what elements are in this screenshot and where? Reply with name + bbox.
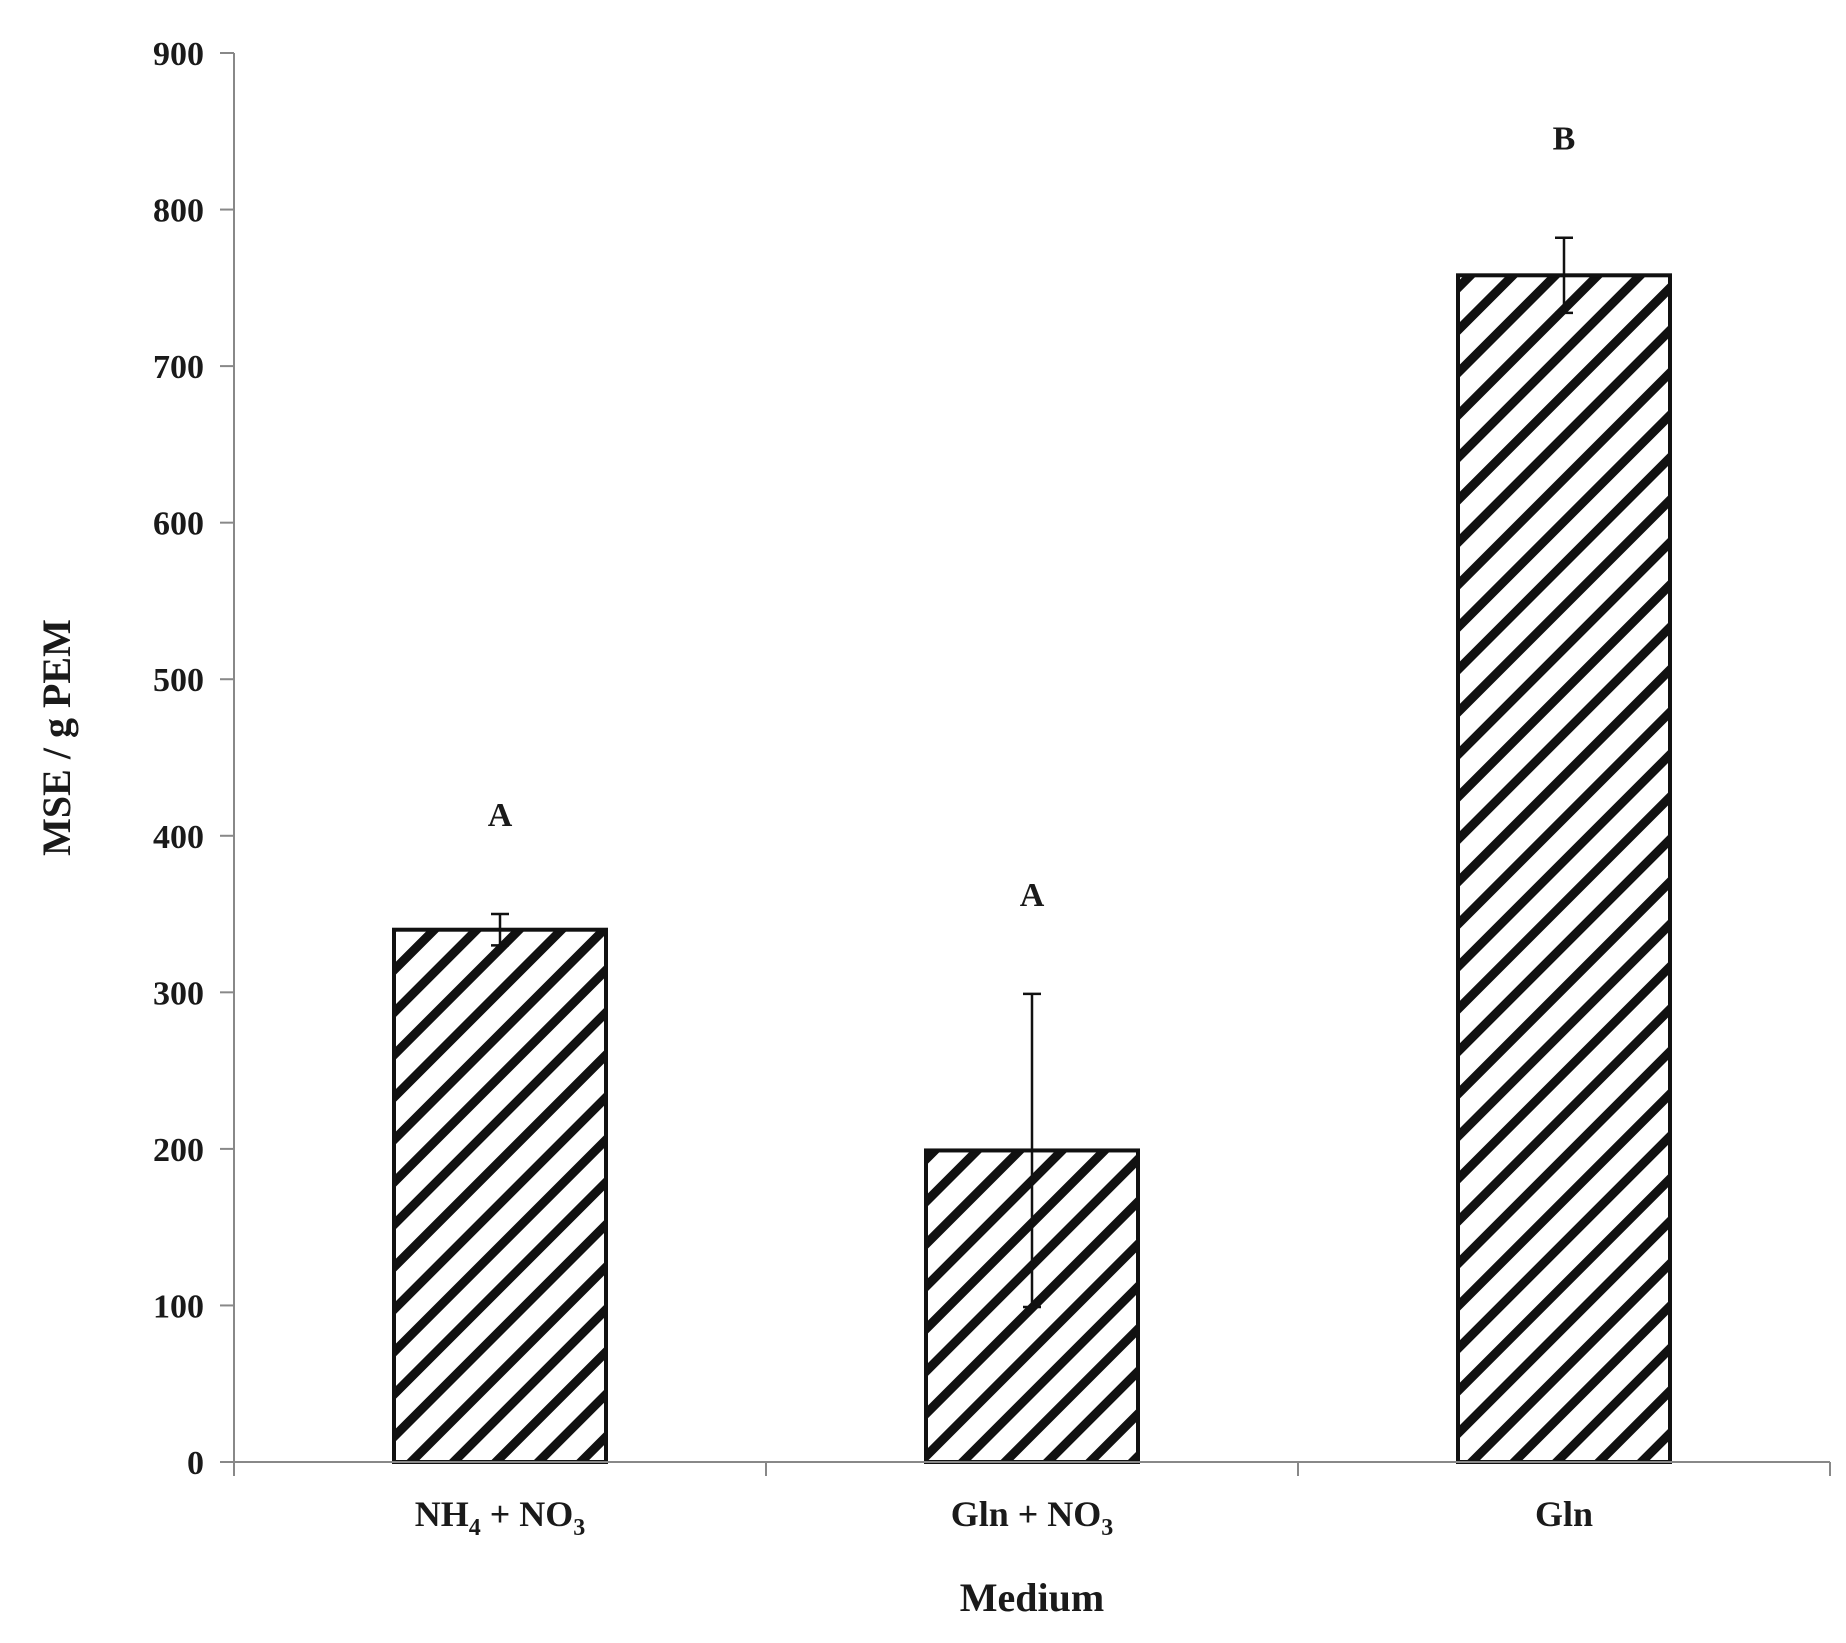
bar — [1456, 273, 1672, 1465]
y-tick-label: 300 — [153, 975, 204, 1012]
y-tick-label: 400 — [153, 819, 204, 856]
error-bars — [491, 236, 1573, 1309]
significance-letters: A A B — [488, 121, 1576, 914]
y-axis-title: MSE / g PEM — [34, 619, 79, 856]
y-tick-label: 500 — [153, 662, 204, 699]
significance-letter: A — [488, 797, 513, 834]
y-tick-label: 0 — [187, 1445, 204, 1482]
y-axis-ticks: 0 100 200 300 400 500 600 700 800 900 — [153, 36, 234, 1482]
x-axis-ticks: NH4 + NO3 Gln + NO3 Gln — [233, 1462, 1831, 1541]
x-axis-title: Medium — [960, 1575, 1104, 1620]
y-tick-label: 900 — [153, 36, 204, 73]
bar — [392, 927, 608, 1464]
y-tick-label: 200 — [153, 1132, 204, 1169]
x-tick-label: NH4 + NO3 — [415, 1494, 586, 1541]
y-tick-label: 100 — [153, 1288, 204, 1325]
y-tick-label: 800 — [153, 193, 204, 230]
y-tick-label: 600 — [153, 506, 204, 543]
x-tick-label: Gln + NO3 — [951, 1494, 1114, 1541]
x-tick-label: Gln — [1535, 1494, 1593, 1534]
significance-letter: B — [1553, 121, 1576, 158]
significance-letter: A — [1020, 877, 1045, 914]
y-tick-label: 700 — [153, 349, 204, 386]
